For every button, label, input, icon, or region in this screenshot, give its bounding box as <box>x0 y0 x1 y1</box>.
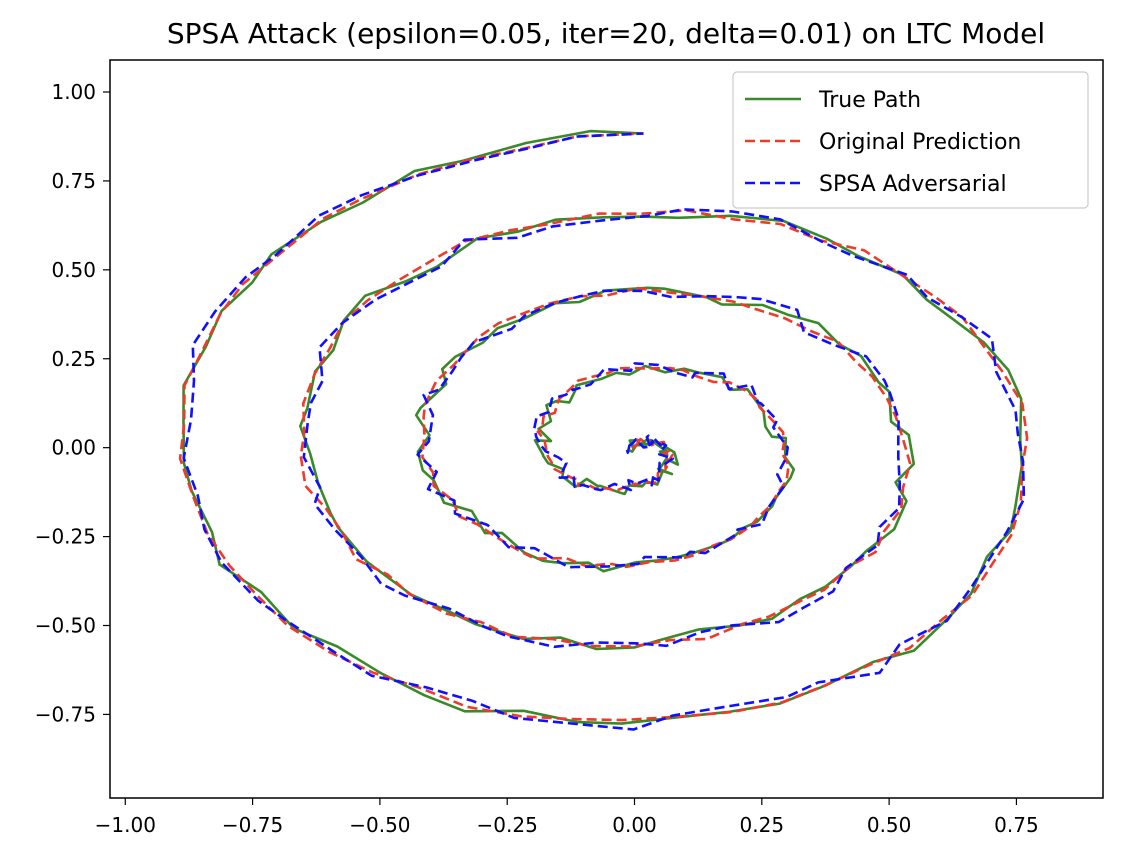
legend-label-1: Original Prediction <box>819 130 1021 155</box>
x-tick-label: 0.25 <box>740 813 785 837</box>
x-tick-label: −0.50 <box>349 813 410 837</box>
y-tick-label: 0.25 <box>51 347 96 371</box>
x-tick-label: 0.00 <box>612 813 657 837</box>
y-tick-label: 1.00 <box>51 80 96 104</box>
chart-title: SPSA Attack (epsilon=0.05, iter=20, delt… <box>167 17 1045 50</box>
legend-label-2: SPSA Adversarial <box>819 172 1007 197</box>
x-tick-label: 0.50 <box>867 813 912 837</box>
x-tick-label: −1.00 <box>95 813 156 837</box>
legend-label-0: True Path <box>818 88 921 113</box>
y-tick-label: −0.75 <box>35 702 96 726</box>
y-tick-label: −0.50 <box>35 614 96 638</box>
y-tick-label: 0.00 <box>51 436 96 460</box>
plot-lines <box>178 129 1029 731</box>
y-tick-label: 0.50 <box>51 258 96 282</box>
series-line-2 <box>182 132 1026 731</box>
y-tick-label: 0.75 <box>51 169 96 193</box>
y-axis: 1.00 0.75 0.50 0.25 0.00 −0.25 −0.50 −0.75 <box>35 80 110 726</box>
x-tick-label: −0.25 <box>477 813 538 837</box>
legend: True Path Original Prediction SPSA Adversa… <box>732 71 1089 209</box>
x-axis: −1.00 −0.75 −0.50 −0.25 0.00 0.25 0.50 0.75 <box>95 798 1039 837</box>
plot-frame <box>109 59 1104 799</box>
legend-box <box>732 71 1089 209</box>
x-tick-label: 0.75 <box>994 813 1039 837</box>
x-tick-label: −0.75 <box>222 813 283 837</box>
series-line-1 <box>178 132 1029 722</box>
y-tick-label: −0.25 <box>35 525 96 549</box>
